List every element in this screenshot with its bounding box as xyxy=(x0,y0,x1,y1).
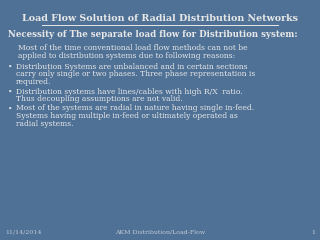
Text: radial systems.: radial systems. xyxy=(16,120,74,127)
Text: •: • xyxy=(8,63,12,71)
Text: •: • xyxy=(8,88,12,96)
Text: 11/14/2014: 11/14/2014 xyxy=(5,230,42,235)
Text: Load Flow Solution of Radial Distribution Networks: Load Flow Solution of Radial Distributio… xyxy=(22,14,298,23)
Text: Distribution systems have lines/cables with high R/X  ratio.: Distribution systems have lines/cables w… xyxy=(16,88,243,96)
Text: •: • xyxy=(8,104,12,113)
Text: 1: 1 xyxy=(311,230,315,235)
Text: Most of the time conventional load flow methods can not be: Most of the time conventional load flow … xyxy=(18,44,248,52)
Text: required.: required. xyxy=(16,78,52,86)
Text: applied to distribution systems due to following reasons:: applied to distribution systems due to f… xyxy=(18,52,235,60)
Text: carry only single or two phases. Three phase representation is: carry only single or two phases. Three p… xyxy=(16,71,255,78)
Text: Most of the systems are radial in nature having single in-feed.: Most of the systems are radial in nature… xyxy=(16,104,254,113)
Text: Thus decoupling assumptions are not valid.: Thus decoupling assumptions are not vali… xyxy=(16,95,183,103)
Text: Systems having multiple in-feed or ultimately operated as: Systems having multiple in-feed or ultim… xyxy=(16,112,238,120)
Text: Distribution Systems are unbalanced and in certain sections: Distribution Systems are unbalanced and … xyxy=(16,63,248,71)
Text: Necessity of The separate load flow for Distribution system:: Necessity of The separate load flow for … xyxy=(8,30,298,39)
Text: AKM Distribution/Load-Flow: AKM Distribution/Load-Flow xyxy=(115,230,205,235)
